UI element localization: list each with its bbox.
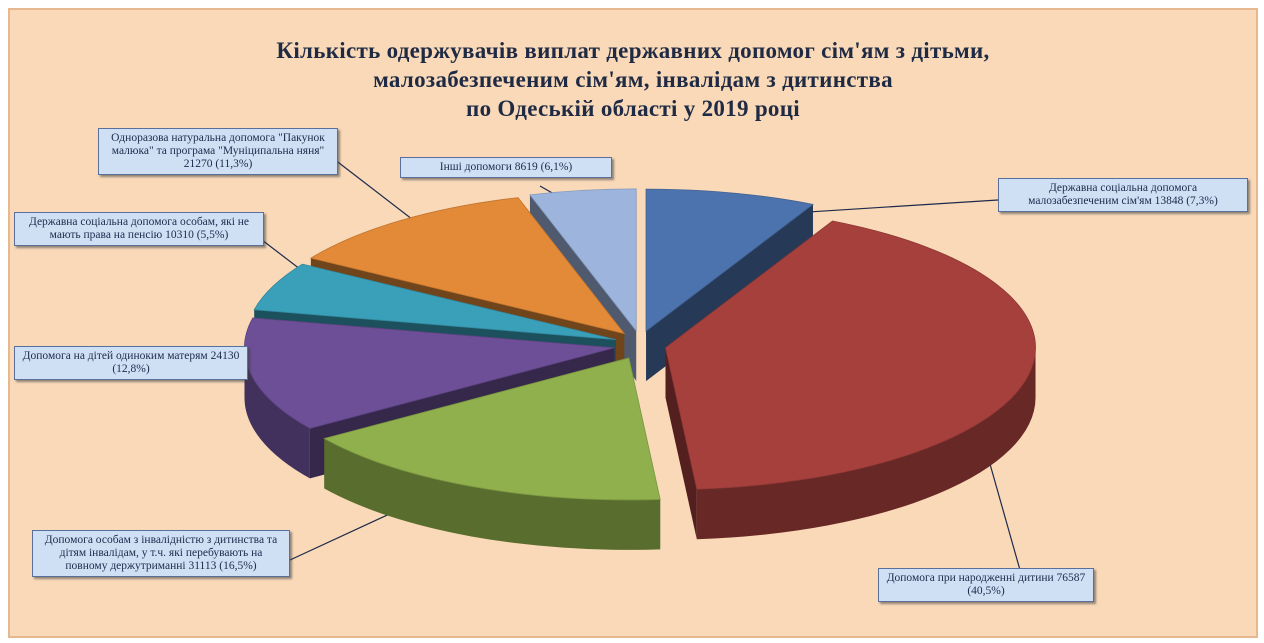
data-label-other: Інші допомоги 8619 (6,1%) xyxy=(400,157,612,178)
chart-title-line-2: малозабезпеченим сім'ям, інвалідам з дит… xyxy=(373,67,893,92)
pie-slice-top-low_income xyxy=(645,188,814,332)
pie-slice-top-other xyxy=(529,188,637,333)
pie-slice-rim-single_mothers xyxy=(244,347,310,479)
pie-slice-rim-birth xyxy=(696,347,1036,540)
chart-title: Кількість одержувачів виплат державних д… xyxy=(10,36,1256,123)
pie-slice-top-disability xyxy=(323,357,661,501)
chart-title-line-3: по Одеській області у 2019 році xyxy=(466,96,800,121)
data-label-no-pension: Державна соціальна допомога особам, які … xyxy=(14,212,264,246)
data-label-low-income: Державна соціальна допомога малозабезпеч… xyxy=(998,178,1248,212)
pie-slice-disability xyxy=(323,357,661,550)
data-label-baby-box: Одноразова натуральна допомога "Пакунок … xyxy=(98,128,338,175)
pie-slice-birth xyxy=(665,220,1036,540)
data-label-birth: Допомога при народженні дитини 76587 (40… xyxy=(878,568,1094,602)
pie-slice-top-single_mothers xyxy=(244,317,615,429)
pie-slices xyxy=(244,188,1036,550)
pie-slice-wall-birth xyxy=(665,347,697,540)
pie-slice-top-birth xyxy=(665,220,1036,490)
data-label-single-mothers: Допомога на дітей одиноким матерям 24130… xyxy=(14,346,248,380)
pie-slice-top-no_pension xyxy=(253,263,617,341)
pie-slice-top-baby_box xyxy=(309,197,626,335)
chart-title-line-1: Кількість одержувачів виплат державних д… xyxy=(276,38,990,63)
data-label-disability: Допомога особам з інвалідністю з дитинст… xyxy=(32,530,290,577)
pie-slice-rim-disability xyxy=(324,438,661,550)
